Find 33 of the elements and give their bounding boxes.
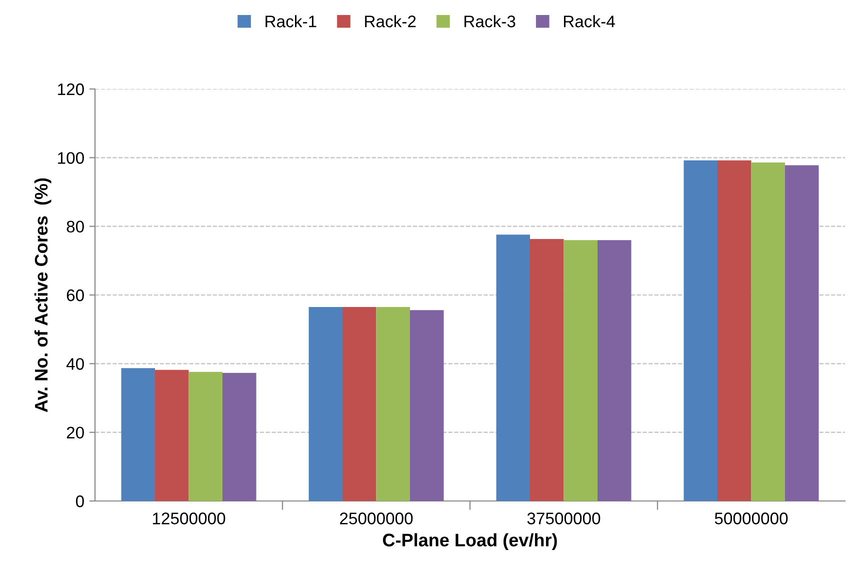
bar: [684, 160, 718, 501]
legend-label: Rack-2: [365, 15, 416, 28]
bar: [222, 372, 256, 501]
y-tick-label: 0: [76, 495, 84, 508]
x-tick-label: 50000000: [714, 512, 788, 524]
bar: [598, 240, 632, 501]
legend-label: Rack-4: [564, 15, 615, 28]
x-tick-label: 25000000: [340, 512, 413, 524]
bar: [785, 165, 819, 501]
bar: [718, 160, 752, 501]
y-axis-title: Av. No. of Active Cores (%): [34, 178, 52, 412]
y-tick-label: 100: [58, 152, 84, 164]
y-tick-label: 80: [66, 220, 84, 233]
legend-label: Rack-3: [464, 15, 516, 28]
bar: [308, 307, 342, 501]
legend-label: Rack-1: [266, 15, 316, 28]
bar: [530, 239, 564, 501]
y-tick-label: 40: [66, 358, 84, 370]
y-tick-label: 120: [58, 83, 84, 96]
x-tick-label: 12500000: [152, 512, 226, 524]
bar: [564, 240, 598, 501]
bar: [751, 162, 785, 501]
x-tick-label: 37500000: [527, 512, 600, 524]
bar: [376, 307, 410, 501]
y-tick-label: 60: [66, 289, 84, 302]
y-tick-label: 20: [66, 426, 84, 439]
bar: [188, 372, 222, 501]
bar: [496, 234, 530, 501]
bar: [155, 370, 189, 501]
bar: [410, 310, 444, 501]
bar: [121, 368, 155, 501]
x-axis-title: C-Plane Load (ev/hr): [382, 533, 557, 550]
bar: [342, 307, 376, 501]
